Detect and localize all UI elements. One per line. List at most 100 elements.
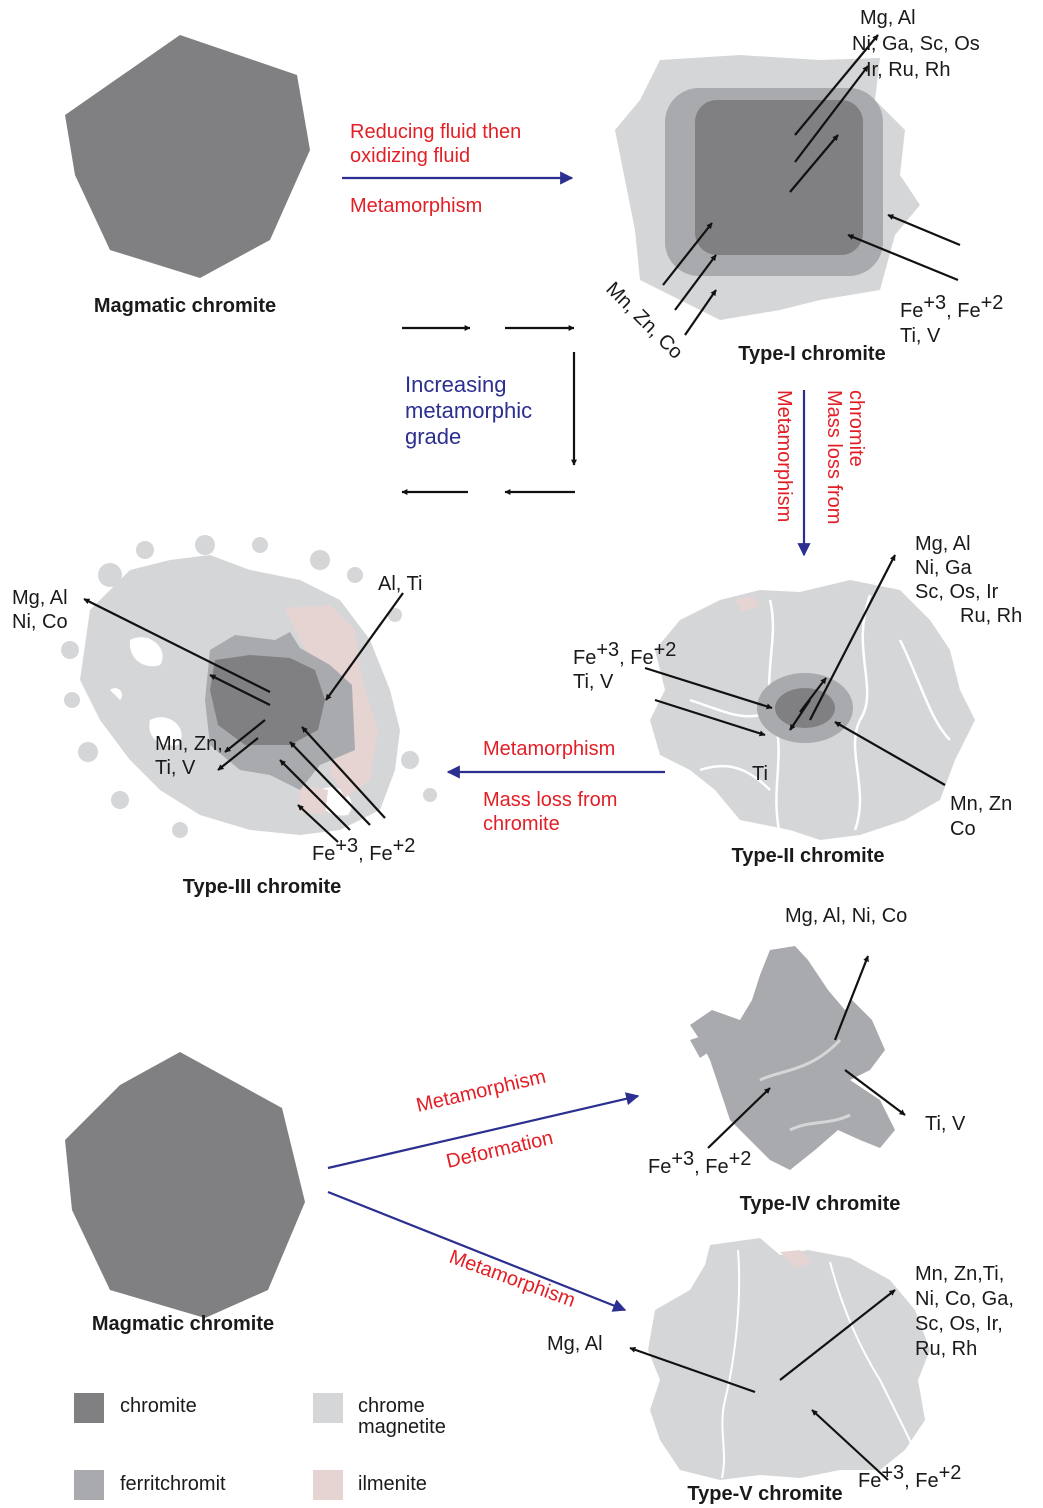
step4-line1: Metamorphism: [414, 1066, 548, 1117]
magmatic-chromite-bottom: Magmatic chromite: [65, 1052, 305, 1335]
type4-veins: [759, 1038, 851, 1132]
step5-arrow: [327, 1190, 627, 1312]
type2-out-1: Mg, Al: [915, 533, 971, 555]
type1-in-arrow-fe-2: [887, 213, 961, 247]
type4-out-arrow-ti: [844, 1069, 906, 1116]
legend-label-ilmenite: ilmenite: [358, 1473, 427, 1495]
type2-out-4: Ru, Rh: [960, 605, 1022, 627]
legend-label-chrome-magnetite-2: magnetite: [358, 1416, 446, 1438]
type1-title: Type-I chromite: [738, 343, 885, 365]
type2-title: Type-II chromite: [732, 845, 885, 867]
type2-core-arrow: [789, 699, 811, 731]
type5-in-fe: Fe+3, Fe+2: [858, 1462, 961, 1492]
type5-chromite: Mn, Zn,Ti, Ni, Co, Ga, Sc, Os, Ir, Ru, R…: [547, 1238, 1014, 1505]
type3-chromite-core: [210, 655, 325, 745]
step2-process: Metamorphism Mass loss from chromite: [773, 390, 867, 557]
type4-chromite: Mg, Al, Ni, Co Ti, V Fe+3, Fe+2 Type-IV …: [648, 905, 966, 1215]
type1-out-1: Mg, Al: [860, 7, 916, 29]
type2-ilmenite-patch: [735, 596, 760, 612]
grade-line3: grade: [405, 424, 461, 449]
magmatic-grain-top: [65, 35, 310, 278]
type1-chromite-core: [695, 100, 863, 255]
type1-out-3: Ir, Ru, Rh: [866, 59, 950, 81]
type2-in-mn-1: Mn, Zn: [950, 793, 1012, 815]
step4-process: Metamorphism Deformation: [327, 1066, 640, 1173]
step4-arrow: [327, 1092, 640, 1170]
type2-in-arrow-ti: [654, 698, 766, 737]
type5-chrome-magnetite-mass: [648, 1238, 930, 1480]
type1-out-2: Ni, Ga, Sc, Os: [852, 33, 980, 55]
type3-out-arrow-mn-1: [224, 719, 266, 753]
type2-in-arrow-mn: [834, 721, 946, 786]
type5-in-arrow-fe: [811, 1409, 889, 1481]
legend-label-chromite: chromite: [120, 1395, 197, 1417]
type5-out-2: Ni, Co, Ga,: [915, 1288, 1014, 1310]
type4-out-arrow-mg: [833, 955, 870, 1041]
type3-title: Type-III chromite: [183, 876, 342, 898]
type5-veins: [721, 1249, 913, 1479]
type1-in-arrow-fe-1: [847, 233, 959, 282]
type2-out-arrow-1: [809, 554, 896, 721]
type1-in-arrow-mn-2: [674, 254, 717, 311]
legend-swatch-ferritchromit: [74, 1470, 104, 1500]
step1-line3: Metamorphism: [350, 195, 482, 217]
step2-text2b: chromite: [845, 390, 867, 467]
type3-out-mn-2: Ti, V: [155, 757, 196, 779]
step2-text2a: Mass loss from: [823, 390, 845, 524]
type3-in-arrow-fe-4: [297, 804, 339, 843]
type3-out-arrow-mg: [83, 598, 271, 693]
legend: chromite chrome magnetite ferritchromit …: [74, 1393, 446, 1500]
grade-line1: Increasing: [405, 372, 507, 397]
legend-label-chrome-magnetite-1: chrome: [358, 1395, 425, 1417]
step4-line2: Deformation: [444, 1127, 555, 1173]
step2-text1: Metamorphism: [773, 390, 795, 522]
type5-ilmenite-rim: [780, 1250, 812, 1268]
type1-in-ti: Ti, V: [900, 325, 941, 347]
type5-out-arrow-mn: [779, 1289, 896, 1381]
magmatic-label-top: Magmatic chromite: [94, 295, 276, 317]
magmatic-chromite-top: Magmatic chromite: [65, 35, 310, 317]
type2-in-mn-2: Co: [950, 818, 976, 840]
type3-out-arrow-mg-2: [209, 674, 271, 706]
type3-in-alti: Al, Ti: [378, 573, 422, 595]
type5-title: Type-V chromite: [687, 1483, 842, 1505]
step1-process: Reducing fluid then oxidizing fluid Meta…: [342, 121, 574, 217]
type3-in-arrow-fe-2: [289, 741, 371, 826]
type4-in-fe: Fe+3, Fe+2: [648, 1148, 751, 1178]
legend-label-ferritchromit: ferritchromit: [120, 1473, 226, 1495]
type2-in-fe: Fe+3, Fe+2: [573, 639, 676, 669]
type2-out-arrow-2: [799, 677, 827, 713]
step5-process: Metamorphism: [327, 1190, 627, 1312]
type4-out-2: Ti, V: [925, 1113, 966, 1135]
type3-in-fe: Fe+3, Fe+2: [312, 835, 415, 865]
type1-out-arrow-2: [794, 65, 869, 163]
step3-line3: chromite: [483, 813, 560, 835]
type4-ferritchromit-body: [690, 946, 895, 1170]
type5-out-3: Sc, Os, Ir,: [915, 1313, 1003, 1335]
step3-process: Metamorphism Mass loss from chromite: [446, 738, 665, 835]
legend-swatch-chrome-magnetite: [313, 1393, 343, 1423]
type3-out-mn-1: Mn, Zn,: [155, 733, 223, 755]
type3-in-arrow-fe-3: [279, 759, 351, 831]
grade-line2: metamorphic: [405, 398, 532, 423]
type5-out-mg: Mg, Al: [547, 1333, 603, 1355]
type4-fragment-1: [735, 1084, 765, 1118]
type3-fracture-gaps: [110, 637, 352, 816]
type3-out-2: Ni, Co: [12, 611, 68, 633]
type3-ilmenite-patch-2: [298, 785, 328, 815]
type2-out-2: Ni, Ga: [915, 557, 973, 579]
type4-title: Type-IV chromite: [740, 1193, 901, 1215]
legend-swatch-chromite: [74, 1393, 104, 1423]
step1-line1: Reducing fluid then: [350, 121, 521, 143]
type5-out-4: Ru, Rh: [915, 1338, 977, 1360]
type4-fragment-2: [690, 1035, 712, 1058]
type1-in-arrow-mn-1: [662, 222, 713, 286]
magmatic-grain-bottom: [65, 1052, 305, 1318]
type3-in-arrow-alti: [325, 592, 404, 701]
type2-in-ti: Ti, V: [573, 671, 614, 693]
type2-chromite: Mg, Al Ni, Ga Sc, Os, Ir Ru, Rh Fe+3, Fe…: [573, 533, 1022, 867]
step1-line2: oxidizing fluid: [350, 145, 470, 167]
type3-chromite: Mg, Al Ni, Co Al, Ti Mn, Zn, Ti, V Fe+3,…: [12, 535, 437, 898]
type2-core-label: Ti: [752, 763, 768, 785]
